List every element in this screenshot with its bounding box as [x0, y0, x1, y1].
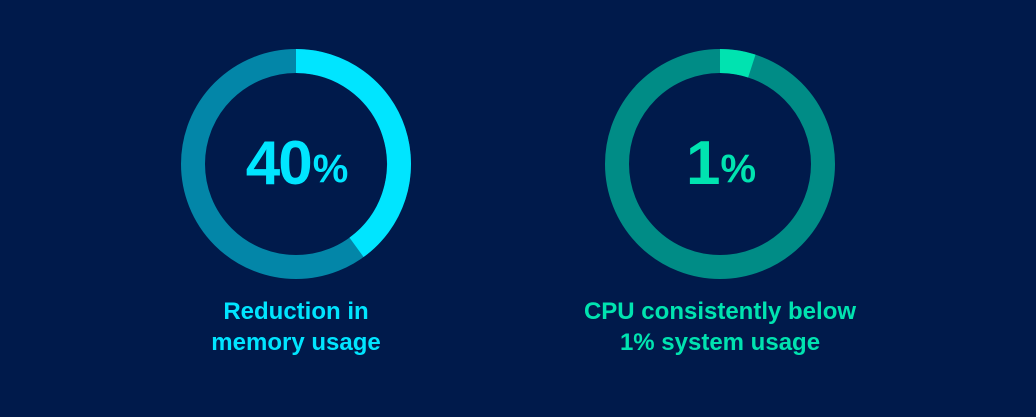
cpu-value-unit: % [720, 147, 756, 191]
memory-value-number: 40 [245, 129, 313, 198]
memory-stat: 40% Reduction in memory usage [86, 0, 506, 417]
memory-donut-svg [181, 49, 411, 279]
cpu-stat: 1% CPU consistently below 1% system usag… [510, 0, 930, 417]
memory-donut-chart: 40% [181, 49, 411, 279]
cpu-caption: CPU consistently below 1% system usage [510, 296, 930, 358]
cpu-donut-svg [605, 49, 835, 279]
cpu-value: 1% [605, 49, 835, 279]
memory-caption-line-1: Reduction in [223, 298, 369, 325]
cpu-donut-chart: 1% [605, 49, 835, 279]
memory-donut-arc [295, 49, 411, 258]
cpu-caption-line-1: CPU consistently below [583, 298, 857, 325]
memory-caption-line-2: memory usage [211, 329, 381, 356]
memory-value: 40% [181, 49, 411, 279]
cpu-value-number: 1 [685, 129, 721, 198]
cpu-donut-arc [719, 49, 756, 78]
memory-caption: Reduction in memory usage [86, 296, 506, 358]
cpu-caption-line-2: 1% system usage [619, 329, 821, 356]
memory-value-unit: % [312, 147, 349, 191]
